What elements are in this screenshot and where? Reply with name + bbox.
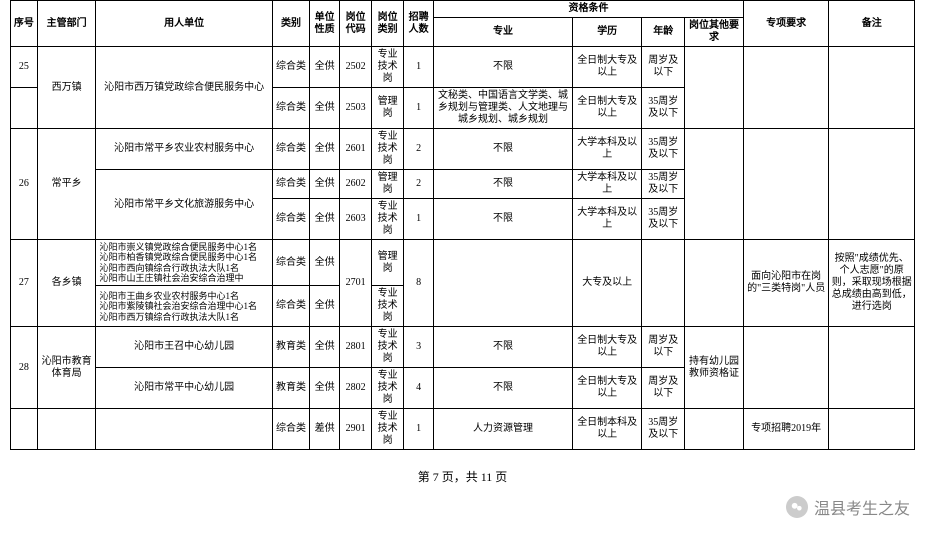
th-gwlb: 岗位类别 [372, 1, 404, 47]
th-xh: 序号 [11, 1, 38, 47]
table-row: 27 各乡镇 沁阳市崇义镇党政综合便民服务中心1名 沁阳市柏香镇党政综合便民服务… [11, 240, 915, 286]
recruitment-table: 序号 主管部门 用人单位 类别 单位性质 岗位代码 岗位类别 招聘人数 资格条件… [10, 0, 915, 450]
table-header: 序号 主管部门 用人单位 类别 单位性质 岗位代码 岗位类别 招聘人数 资格条件… [11, 1, 915, 47]
th-lb: 类别 [272, 1, 309, 47]
th-bz: 备注 [829, 1, 915, 47]
th-zxyq: 专项要求 [743, 1, 828, 47]
table-container: 序号 主管部门 用人单位 类别 单位性质 岗位代码 岗位类别 招聘人数 资格条件… [0, 0, 925, 450]
watermark: 温县考生之友 [786, 495, 910, 519]
th-yrdw: 用人单位 [96, 1, 272, 47]
th-zy: 专业 [434, 18, 573, 47]
th-zgbm: 主管部门 [37, 1, 96, 47]
table-row: 综合类 差供 2901 专业技术岗 1 人力资源管理 全日制本科及以上 35周岁… [11, 409, 915, 450]
th-zprs: 招聘人数 [404, 1, 434, 47]
pager: 第 7 页，共 11 页 [0, 468, 925, 485]
th-gwqt: 岗位其他要求 [685, 18, 744, 47]
th-gwdm: 岗位代码 [340, 1, 372, 47]
th-zgtj: 资格条件 [434, 1, 744, 18]
table-row: 28 沁阳市教育体育局 沁阳市王召中心幼儿园 教育类 全供 2801 专业技术岗… [11, 327, 915, 368]
th-xl: 学历 [572, 18, 641, 47]
wechat-icon [786, 496, 808, 518]
th-nl: 年龄 [642, 18, 685, 47]
table-row: 25 西万镇 沁阳市西万镇党政综合便民服务中心 综合类 全供 2502 专业技术… [11, 47, 915, 88]
table-row: 26 常平乡 沁阳市常平乡农业农村服务中心 综合类 全供 2601 专业技术岗 … [11, 129, 915, 170]
watermark-text: 温县考生之友 [814, 495, 910, 519]
th-dwxz: 单位性质 [310, 1, 340, 47]
